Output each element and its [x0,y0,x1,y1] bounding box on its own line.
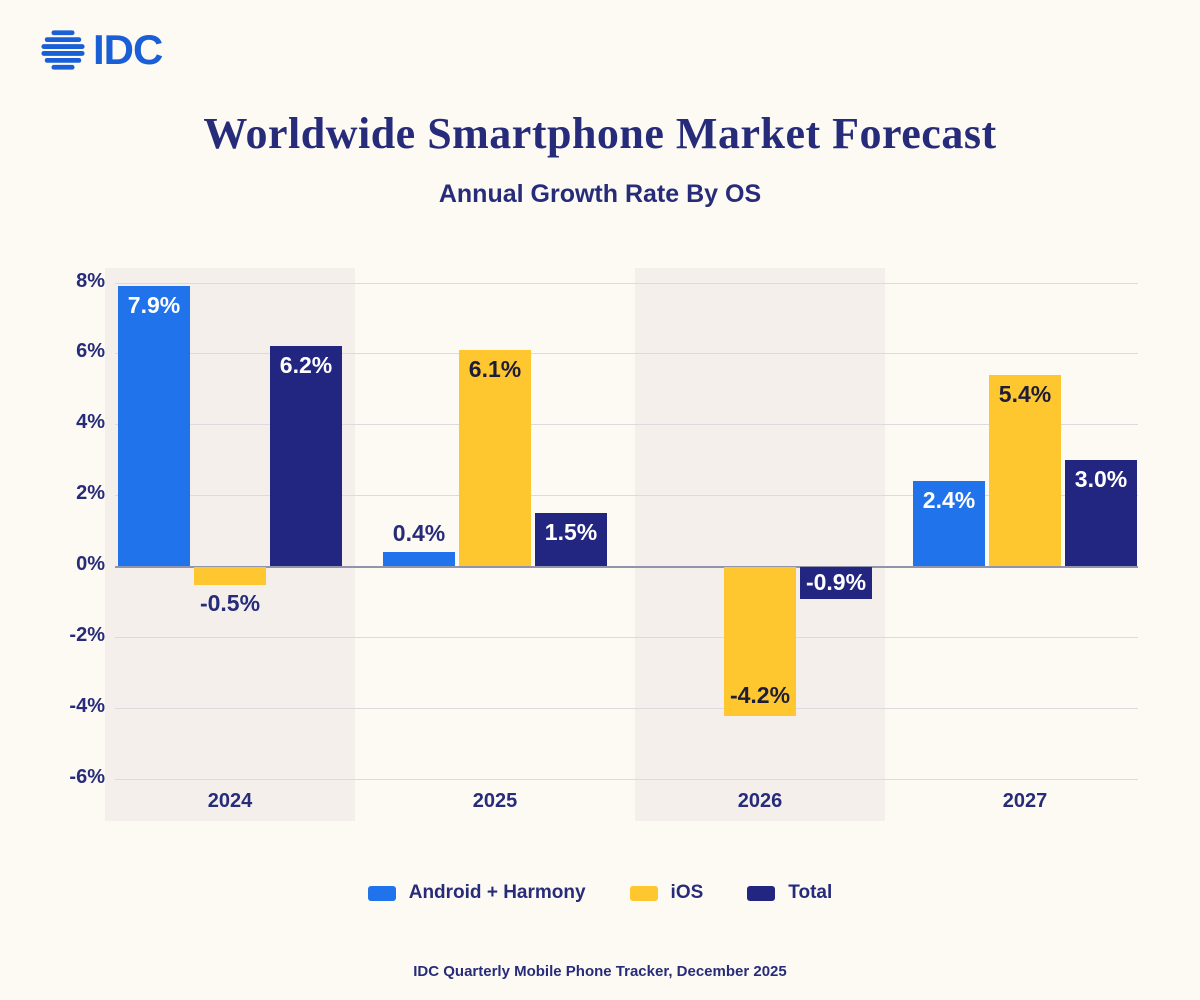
y-axis-tick-label: -4% [69,695,105,717]
bar-ios-2027 [989,375,1061,566]
y-axis-tick-label: 8% [76,270,105,292]
gridline [115,495,1138,496]
idc-logo: IDC [40,24,163,76]
bar-value-label: 7.9% [127,292,181,318]
bar-value-label: 5.4% [998,381,1052,407]
category-label-2025: 2025 [472,790,518,812]
category-band-2026 [635,268,885,821]
y-axis-tick-label: 6% [76,340,105,362]
bar-value-label: 6.2% [279,352,333,378]
legend-swatch-android [367,885,396,901]
legend-swatch-total [747,885,776,901]
bar-ios-2025 [459,350,531,566]
category-label-2024: 2024 [207,790,253,812]
bar-value-label: 3.0% [1074,466,1128,492]
source-note: IDC Quarterly Mobile Phone Tracker, Dece… [413,963,787,980]
gridline [115,637,1138,638]
gridline [115,708,1138,709]
y-axis-tick-label: 4% [76,411,105,433]
bar-total-2027 [1065,460,1137,566]
idc-globe-icon [40,27,86,73]
gridline [115,353,1138,354]
page-subtitle: Annual Growth Rate By OS [438,180,762,208]
bar-android-2025 [383,552,455,566]
y-axis-tick-label: 2% [76,482,105,504]
legend-label: Android + Harmony [408,882,586,903]
gridline [115,779,1138,780]
bar-value-label: 6.1% [468,356,522,382]
y-axis-tick-label: -2% [69,624,105,646]
bar-total-2024 [270,346,342,566]
gridline [115,424,1138,425]
zero-gridline [115,566,1138,568]
bar-value-label: -0.5% [199,590,261,616]
bar-value-label: 2.4% [922,487,976,513]
legend-label: iOS [670,882,704,903]
page-title: Worldwide Smartphone Market Forecast [203,109,997,158]
bar-total-2025 [535,513,607,566]
category-label-2027: 2027 [1002,790,1048,812]
bar-android-2024 [118,286,190,566]
legend-label: Total [788,882,833,903]
y-axis-tick-label: 0% [76,553,105,575]
bar-value-label: 0.4% [392,520,446,546]
category-label-2026: 2026 [737,790,783,812]
legend-item-android: Android + Harmony [367,882,586,904]
bar-ios-2026 [724,567,796,716]
legend-swatch-ios [629,885,658,901]
bar-value-label: 1.5% [544,519,598,545]
gridline [115,283,1138,284]
bar-total-2026 [800,567,872,599]
chart-legend: Android + Harmony iOS Total [0,882,1200,904]
legend-item-total: Total [747,882,832,904]
logo-text: IDC [93,26,163,73]
legend-item-ios: iOS [629,882,704,904]
bar-ios-2024 [194,567,266,585]
bar-android-2027 [913,481,985,566]
bar-value-label: -0.9% [805,569,867,595]
bar-value-label: -4.2% [729,682,791,708]
y-axis-tick-label: -6% [69,766,105,788]
